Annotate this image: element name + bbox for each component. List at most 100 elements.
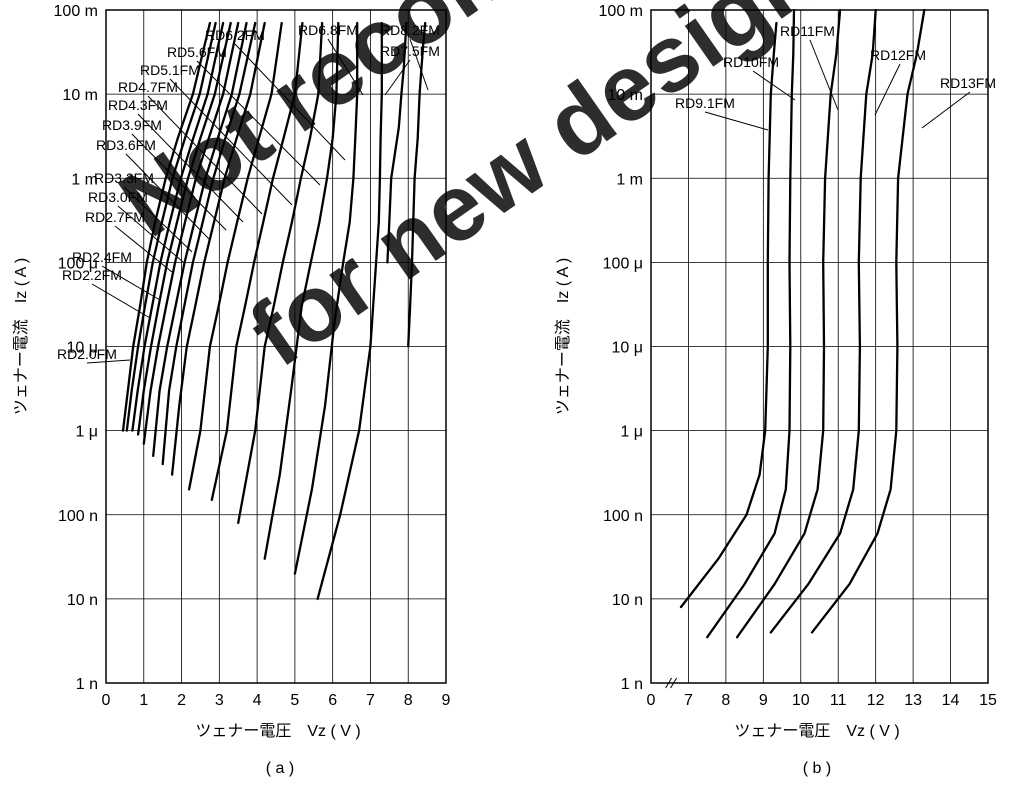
series-curve-rd5-1fm [237, 21, 324, 525]
chart-a-frame [105, 9, 447, 684]
series-label: RD3.3FM [94, 170, 154, 186]
x-tick-label: 10 [792, 692, 810, 709]
y-tick-label: 100 n [58, 508, 98, 525]
series-curve-rd3-9fm [170, 21, 266, 476]
series-curve-rd2-4fm [131, 21, 225, 432]
label-leader-line [921, 91, 971, 129]
x-tick-label: 13 [904, 692, 922, 709]
chart-b: 0 7 8 9 10 11 12 13 14 15 1 n 10 n 100 n 1 μ 10 μ 100 μ… [554, 3, 997, 740]
label-leader-line [117, 205, 184, 263]
y-tick-label: 100 n [603, 508, 643, 525]
series-curve-rd2-7fm [136, 21, 232, 436]
label-leader-line [752, 70, 796, 101]
series-curve-rd8-2fm [407, 21, 427, 348]
label-leader-line [125, 153, 211, 241]
y-tick-label: 1 m [616, 171, 643, 188]
label-leader-line [384, 59, 411, 96]
series-curve-rd3-3fm [152, 21, 248, 458]
label-leader-line [234, 43, 346, 161]
y-tick-label: 1 μ [620, 424, 643, 441]
label-leader-line [196, 60, 321, 186]
series-curve-rd12fm [769, 8, 877, 634]
series-curve-rd7-5fm [386, 21, 408, 264]
x-tick-label: 5 [290, 692, 299, 709]
label-leader-line [327, 38, 364, 96]
chart-a: 0 1 2 3 4 5 6 7 8 9 1 n 10 n 100 n 1 μ 10 μ 100 μ 1 m 10 … [12, 3, 451, 740]
x-tick-label: 6 [328, 692, 337, 709]
x-tick-label: 15 [979, 692, 997, 709]
y-axis-label: ツェナー電流 Iz ( A ) [12, 258, 30, 415]
chart-a-caption: ( a ) [266, 760, 294, 777]
y-tick-label: 1 m [71, 171, 98, 188]
y-axis-label: ツェナー電流 Iz ( A ) [554, 258, 572, 415]
series-curve-rd10fm [706, 8, 796, 639]
y-tick-label: 10 n [612, 592, 643, 609]
series-label: RD10FM [723, 54, 779, 70]
y-tick-label: 10 μ [67, 340, 98, 357]
x-tick-label: 11 [830, 692, 847, 709]
x-tick-label: 9 [759, 692, 768, 709]
y-tick-label: 100 m [599, 3, 643, 20]
label-leader-line [91, 283, 151, 319]
x-axis-label: ツェナー電圧 Vz ( V ) [195, 723, 360, 740]
y-tick-label: 1 μ [75, 424, 98, 441]
series-curve-rd2-2fm [125, 21, 217, 432]
series-curve-rd11fm [735, 8, 842, 639]
label-leader-line [131, 133, 227, 231]
y-tick-label: 100 m [54, 3, 98, 20]
series-label: RD2.4FM [72, 249, 132, 265]
axis-break-mark [665, 677, 678, 689]
x-tick-label: 12 [867, 692, 885, 709]
x-tick-label: 9 [442, 692, 451, 709]
x-axis-label: ツェナー電圧 Vz ( V ) [734, 723, 899, 740]
series-curve-rd5-6fm [263, 21, 340, 560]
series-label: RD5.6FM [167, 44, 227, 60]
label-leader-line [874, 63, 901, 116]
series-label: RD7.5FM [380, 43, 440, 59]
label-leader-line [114, 225, 173, 273]
y-tick-label: 10 m [607, 87, 643, 104]
series-label: RD5.1FM [140, 62, 200, 78]
label-leader-line [169, 78, 293, 206]
series-label: RD6.8FM [298, 22, 358, 38]
series-label: RD13FM [940, 75, 996, 91]
x-tick-label: 0 [102, 692, 111, 709]
series-curve-rd4-7fm [210, 21, 304, 502]
label-leader-line [86, 359, 131, 364]
x-tick-label: 14 [942, 692, 960, 709]
series-curve-rd4-3fm [187, 21, 283, 491]
y-tick-label: 1 n [76, 676, 98, 693]
series-label: RD2.0FM [57, 346, 117, 362]
series-curve-rd9-1fm [679, 21, 778, 609]
x-tick-label: 7 [366, 692, 375, 709]
chart-b-frame [650, 9, 989, 684]
series-label: RD3.9FM [102, 117, 162, 133]
series-curve-rd6-2fm [293, 21, 359, 575]
x-tick-label: 7 [684, 692, 693, 709]
x-tick-label: 1 [139, 692, 148, 709]
series-label: RD8.2FM [380, 22, 440, 38]
label-leader-line [137, 113, 244, 223]
series-label: RD3.0FM [88, 189, 148, 205]
series-label: RD11FM [780, 23, 835, 39]
x-tick-label: 3 [215, 692, 224, 709]
y-tick-label: 100 μ [603, 255, 643, 272]
label-leader-line [123, 186, 193, 253]
series-label: RD12FM [870, 47, 926, 63]
x-tick-label: 2 [177, 692, 186, 709]
label-leader-line [704, 111, 769, 131]
series-label: RD2.7FM [85, 209, 145, 225]
series-label: RD2.2FM [62, 267, 122, 283]
x-tick-label: 4 [253, 692, 262, 709]
series-label: RD3.6FM [96, 137, 156, 153]
x-tick-label: 8 [721, 692, 730, 709]
label-leader-line [409, 38, 429, 91]
series-label: RD4.7FM [118, 79, 178, 95]
y-tick-label: 10 n [67, 592, 98, 609]
x-tick-label: 0 [647, 692, 656, 709]
y-tick-label: 10 μ [612, 340, 643, 357]
series-curve-rd6-8fm [316, 21, 383, 601]
series-label: RD4.3FM [108, 97, 168, 113]
label-leader-line [147, 95, 263, 215]
series-curve-rd2-0fm [121, 21, 212, 432]
